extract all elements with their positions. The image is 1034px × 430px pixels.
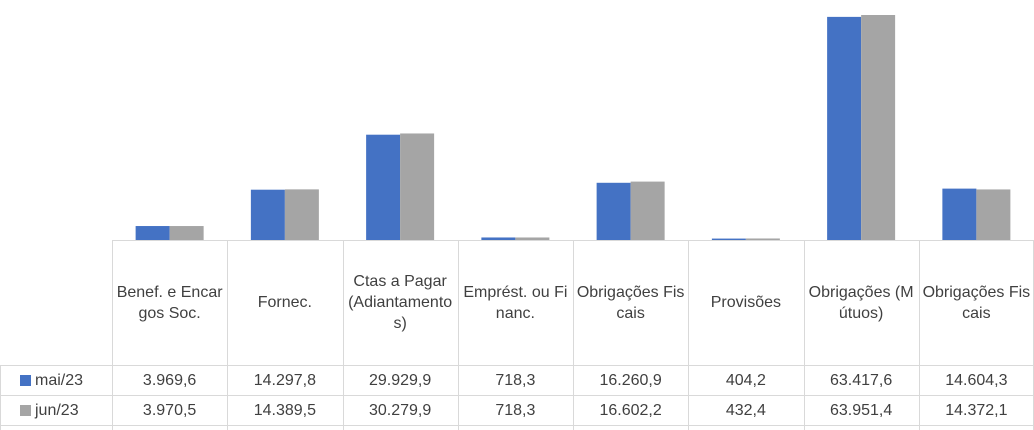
legend-swatch xyxy=(20,374,31,386)
bar xyxy=(976,189,1011,240)
data-cell: 718,3 xyxy=(495,401,536,419)
data-cell: 30.279,9 xyxy=(368,401,432,419)
data-cell: 63.417,6 xyxy=(829,371,893,389)
data-cell: 14.297,8 xyxy=(253,371,317,389)
bar xyxy=(135,226,170,240)
table-border xyxy=(688,240,690,430)
data-cell: 432,4 xyxy=(725,401,766,419)
table-border xyxy=(573,240,574,430)
category-label: Obrigações (Mútuos) xyxy=(808,283,914,322)
legend-text: jun/23 xyxy=(35,401,79,419)
table-border xyxy=(918,240,920,430)
category-label: Provisões xyxy=(710,294,781,311)
data-cell: 14.604,3 xyxy=(945,371,1008,389)
table-border xyxy=(457,240,459,430)
data-cell: 3.970,5 xyxy=(142,401,197,419)
bar xyxy=(481,237,516,240)
category-label: Emprést. ou Financ. xyxy=(463,283,568,322)
bar xyxy=(515,237,550,240)
data-cell: 16.602,2 xyxy=(599,401,662,419)
bar xyxy=(711,238,746,240)
bar xyxy=(861,15,896,240)
table-border xyxy=(227,240,229,430)
bar xyxy=(169,226,204,240)
data-cell: 14.389,5 xyxy=(253,401,317,419)
legend-swatch xyxy=(20,404,31,416)
bar xyxy=(250,189,285,240)
table-border xyxy=(112,240,1034,241)
category-label: Fornec. xyxy=(257,294,312,311)
legend-entry: jun/23 xyxy=(0,395,112,425)
category-label: Ctas a Pagar (Adiantamentos) xyxy=(348,273,453,332)
table-border xyxy=(0,395,1034,396)
data-cell: 718,3 xyxy=(495,371,536,389)
legend-text: mai/23 xyxy=(35,371,84,389)
data-cell: 63.951,4 xyxy=(829,401,893,419)
bar xyxy=(400,133,435,240)
data-cell: 16.260,9 xyxy=(599,371,662,389)
bar xyxy=(745,238,780,240)
bar xyxy=(284,189,319,240)
table-border xyxy=(112,240,113,430)
data-cell: 3.969,6 xyxy=(142,371,197,389)
category-label: Benef. e Encargos Soc. xyxy=(116,283,223,322)
category-label: Obrigações Fiscais xyxy=(922,283,1031,322)
table-border xyxy=(803,240,805,430)
table-border xyxy=(0,365,1034,366)
table-border xyxy=(0,365,1,430)
bar xyxy=(596,182,631,240)
table-border xyxy=(342,240,344,430)
bar xyxy=(366,134,401,240)
data-cell: 14.372,1 xyxy=(945,401,1008,419)
bar xyxy=(630,181,665,240)
legend-entry: mai/23 xyxy=(0,365,112,395)
bar xyxy=(827,16,862,240)
data-cell: 29.929,9 xyxy=(368,371,432,389)
plot-area xyxy=(135,15,1011,240)
table-border xyxy=(0,425,1034,426)
data-cell: 404,2 xyxy=(725,371,766,389)
category-label: Obrigações Fiscais xyxy=(576,283,685,322)
bar xyxy=(942,188,977,240)
